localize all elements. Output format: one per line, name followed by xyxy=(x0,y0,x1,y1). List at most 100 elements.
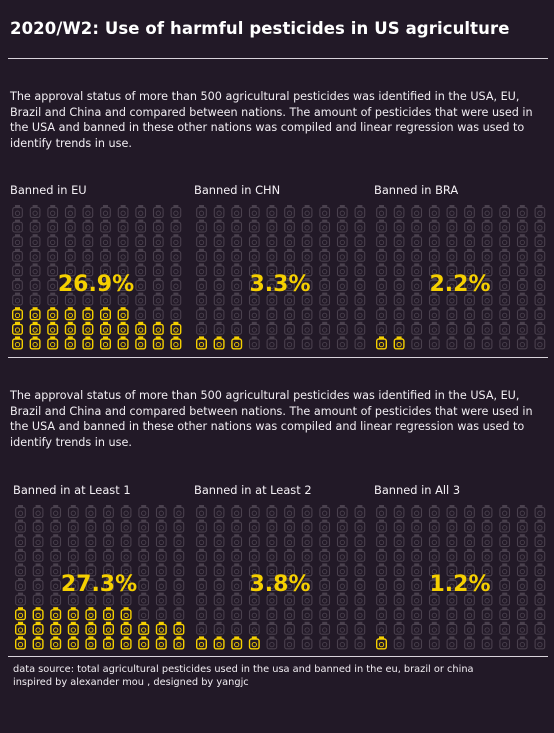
pesticide-bottle-icon xyxy=(29,248,41,262)
pesticide-bottle-icon xyxy=(248,548,260,562)
pesticide-bottle-icon xyxy=(152,219,164,233)
pesticide-bottle-icon xyxy=(284,607,295,621)
pesticide-bottle-icon xyxy=(135,248,147,262)
pesticide-bottle-icon xyxy=(152,278,164,291)
pesticide-bottle-icon xyxy=(284,292,295,306)
pesticide-bottle-icon xyxy=(534,592,546,606)
pesticide-bottle-icon xyxy=(12,248,23,262)
pesticide-bottle-icon xyxy=(499,278,511,291)
pesticide-bottle-icon xyxy=(301,234,313,248)
pesticide-bottle-icon xyxy=(393,621,405,635)
pesticide-bottle-icon xyxy=(47,205,59,218)
pesticide-bottle-icon xyxy=(138,592,150,606)
pesticide-bottle-icon xyxy=(213,234,225,248)
pesticide-bottle-icon xyxy=(67,621,79,635)
pesticide-bottle-icon xyxy=(103,519,114,533)
pesticide-bottle-icon xyxy=(375,336,388,350)
pesticide-bottle-icon xyxy=(196,307,207,321)
pesticide-bottle-icon xyxy=(117,278,129,291)
pesticide-bottle-icon xyxy=(534,607,546,621)
pesticide-bottle-icon xyxy=(248,607,260,621)
pesticide-bottle-icon xyxy=(376,219,387,233)
pesticide-bottle-icon xyxy=(47,292,59,306)
pesticide-bottle-icon xyxy=(231,307,243,321)
pesticide-bottle-icon xyxy=(64,219,76,233)
pesticide-bottle-icon xyxy=(173,548,185,562)
pesticide-bottle-icon xyxy=(499,234,511,248)
pesticide-bottle-icon xyxy=(100,219,111,233)
pesticide-bottle-icon xyxy=(135,219,147,233)
pesticide-bottle-icon xyxy=(481,592,493,606)
waffle-chart: 27.3% xyxy=(14,505,185,650)
pesticide-bottle-icon xyxy=(50,607,62,621)
pesticide-bottle-icon xyxy=(464,205,475,218)
pesticide-bottle-icon xyxy=(516,307,528,321)
pesticide-bottle-icon xyxy=(266,636,278,650)
pesticide-bottle-icon xyxy=(516,336,528,350)
panel-label: Banned in at Least 1 xyxy=(13,483,131,497)
pesticide-bottle-icon xyxy=(354,219,366,233)
pesticide-bottle-icon xyxy=(231,621,243,635)
panel-label: Banned in at Least 2 xyxy=(194,483,312,497)
pesticide-bottle-icon xyxy=(336,607,348,621)
pesticide-bottle-icon xyxy=(534,563,546,577)
pesticide-bottle-icon xyxy=(428,621,440,635)
pesticide-bottle-icon xyxy=(266,336,278,350)
pesticide-bottle-icon xyxy=(15,563,26,577)
pesticide-bottle-icon xyxy=(516,278,528,291)
pesticide-bottle-icon xyxy=(152,263,164,277)
pesticide-bottle-icon xyxy=(266,563,278,577)
pesticide-bottle-icon xyxy=(534,292,546,306)
pesticide-bottle-icon xyxy=(67,636,79,650)
pesticide-bottle-icon xyxy=(100,278,111,291)
pesticide-bottle-icon xyxy=(393,219,405,233)
pesticide-bottle-icon xyxy=(266,607,278,621)
pesticide-bottle-icon xyxy=(248,234,260,248)
pesticide-bottle-icon xyxy=(446,534,458,548)
pesticide-bottle-icon xyxy=(231,578,243,591)
pesticide-bottle-icon xyxy=(301,205,313,218)
pesticide-bottle-icon xyxy=(336,278,348,291)
pesticide-bottle-icon xyxy=(319,205,331,218)
pesticide-bottle-icon xyxy=(213,292,225,306)
pesticide-bottle-icon xyxy=(354,336,366,350)
pesticide-bottle-icon xyxy=(516,234,528,248)
footer: data source: total agricultural pesticid… xyxy=(13,663,474,689)
pesticide-bottle-icon xyxy=(446,205,458,218)
pesticide-bottle-icon xyxy=(516,321,528,335)
pesticide-bottle-icon xyxy=(499,205,511,218)
pesticide-bottle-icon xyxy=(411,592,423,606)
pesticide-bottle-icon xyxy=(428,336,440,350)
pesticide-bottle-icon xyxy=(319,321,331,335)
pesticide-bottle-icon xyxy=(82,307,94,321)
pesticide-bottle-icon xyxy=(534,548,546,562)
pesticide-bottle-icon xyxy=(85,505,97,518)
pesticide-bottle-icon xyxy=(336,263,348,277)
pesticide-bottle-icon xyxy=(464,219,475,233)
waffle-panel-least-2: Banned in at Least 2 3.8% xyxy=(194,483,374,653)
pesticide-bottle-icon xyxy=(301,248,313,262)
pesticide-bottle-icon xyxy=(376,263,387,277)
pesticide-bottle-icon xyxy=(67,519,79,533)
pesticide-bottle-icon xyxy=(213,534,225,548)
pesticide-bottle-icon xyxy=(411,636,423,650)
pesticide-bottle-icon xyxy=(393,548,405,562)
pesticide-bottle-icon xyxy=(248,219,260,233)
pesticide-bottle-icon xyxy=(354,607,366,621)
pesticide-bottle-icon xyxy=(393,505,405,518)
pesticide-bottle-icon xyxy=(354,263,366,277)
pesticide-bottle-icon xyxy=(32,592,44,606)
pesticide-bottle-icon xyxy=(428,263,440,277)
pesticide-bottle-icon xyxy=(196,278,207,291)
pesticide-bottle-icon xyxy=(170,219,182,233)
pesticide-bottle-icon xyxy=(100,248,111,262)
pesticide-bottle-icon xyxy=(120,534,132,548)
pesticide-bottle-icon xyxy=(248,621,260,635)
pesticide-bottle-icon xyxy=(499,563,511,577)
pesticide-bottle-icon xyxy=(231,234,243,248)
pesticide-bottle-icon xyxy=(481,278,493,291)
pesticide-bottle-icon xyxy=(155,534,167,548)
pesticide-bottle-icon xyxy=(120,548,132,562)
pesticide-bottle-icon xyxy=(428,607,440,621)
pesticide-bottle-icon xyxy=(393,278,405,291)
